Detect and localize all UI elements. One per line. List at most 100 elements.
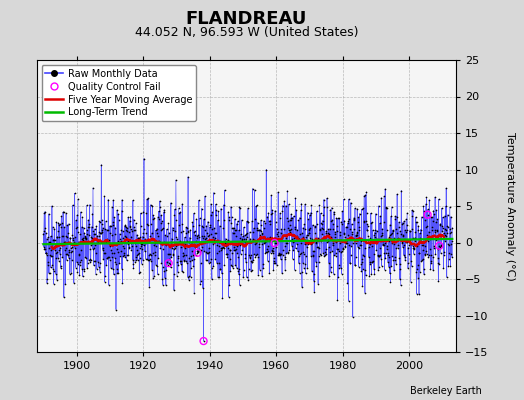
- Point: [194, 248, 202, 255]
- Point: [278, 270, 286, 276]
- Point: [375, 264, 383, 270]
- Point: [281, 240, 290, 246]
- Point: [193, 233, 201, 239]
- Point: [248, 259, 256, 266]
- Point: [343, 280, 352, 286]
- Point: [341, 240, 350, 246]
- Point: [433, 216, 442, 222]
- Point: [138, 233, 147, 240]
- Point: [296, 250, 304, 257]
- Point: [322, 250, 331, 257]
- Point: [394, 234, 402, 241]
- Point: [120, 252, 128, 258]
- Point: [140, 226, 148, 232]
- Point: [390, 240, 399, 247]
- Point: [405, 244, 413, 251]
- Point: [429, 267, 438, 274]
- Point: [289, 232, 297, 238]
- Point: [53, 248, 62, 255]
- Point: [241, 232, 249, 239]
- Point: [267, 246, 276, 253]
- Point: [92, 271, 100, 278]
- Point: [202, 249, 210, 255]
- Point: [52, 234, 61, 240]
- Point: [162, 282, 170, 288]
- Point: [59, 241, 68, 248]
- Point: [49, 236, 58, 243]
- Point: [315, 202, 324, 208]
- Point: [329, 242, 337, 249]
- Point: [295, 253, 303, 260]
- Point: [257, 222, 266, 228]
- Point: [222, 251, 231, 258]
- Point: [210, 190, 218, 196]
- Point: [382, 204, 390, 210]
- Point: [342, 240, 350, 246]
- Point: [431, 219, 440, 226]
- Point: [257, 228, 265, 234]
- Point: [436, 250, 445, 256]
- Point: [308, 253, 316, 259]
- Point: [421, 252, 429, 258]
- Point: [354, 264, 363, 270]
- Point: [236, 205, 244, 211]
- Point: [42, 236, 51, 242]
- Point: [350, 216, 358, 222]
- Point: [401, 257, 409, 263]
- Point: [83, 260, 92, 267]
- Point: [206, 258, 214, 265]
- Point: [135, 269, 144, 275]
- Point: [434, 255, 442, 262]
- Point: [241, 255, 249, 262]
- Point: [407, 241, 416, 248]
- Point: [106, 222, 115, 229]
- Point: [102, 255, 111, 261]
- Point: [155, 216, 163, 222]
- Point: [305, 230, 313, 236]
- Point: [270, 255, 278, 261]
- Point: [178, 268, 186, 274]
- Point: [222, 242, 230, 249]
- Point: [389, 227, 397, 234]
- Point: [121, 223, 129, 229]
- Point: [432, 207, 441, 213]
- Point: [411, 235, 419, 241]
- Point: [317, 252, 325, 258]
- Point: [74, 252, 83, 258]
- Point: [416, 268, 424, 275]
- Point: [402, 216, 410, 222]
- Point: [346, 200, 355, 206]
- Point: [169, 252, 178, 258]
- Point: [314, 280, 322, 287]
- Point: [439, 234, 447, 241]
- Point: [291, 195, 300, 201]
- Point: [119, 253, 128, 259]
- Point: [247, 267, 256, 273]
- Point: [220, 245, 228, 251]
- Point: [111, 255, 119, 261]
- Point: [152, 262, 160, 268]
- Point: [337, 270, 346, 277]
- Point: [152, 243, 160, 249]
- Point: [325, 230, 334, 237]
- Point: [278, 235, 286, 241]
- Point: [288, 256, 297, 262]
- Point: [203, 238, 211, 244]
- Point: [230, 225, 238, 231]
- Point: [174, 262, 182, 268]
- Point: [156, 198, 164, 204]
- Point: [97, 217, 106, 224]
- Point: [90, 230, 99, 237]
- Point: [243, 218, 251, 225]
- Point: [276, 251, 285, 257]
- Point: [125, 244, 133, 251]
- Point: [137, 240, 146, 247]
- Point: [86, 257, 95, 263]
- Point: [409, 235, 418, 242]
- Point: [56, 250, 64, 257]
- Point: [190, 290, 199, 296]
- Point: [141, 256, 150, 262]
- Point: [135, 270, 144, 276]
- Point: [292, 207, 301, 213]
- Point: [307, 253, 315, 259]
